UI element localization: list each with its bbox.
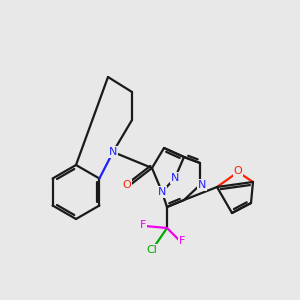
Text: N: N bbox=[198, 180, 206, 190]
Text: N: N bbox=[109, 147, 117, 157]
Text: O: O bbox=[123, 180, 131, 190]
Text: F: F bbox=[140, 220, 146, 230]
Text: N: N bbox=[158, 187, 166, 197]
Text: Cl: Cl bbox=[147, 245, 158, 255]
Text: F: F bbox=[179, 236, 185, 246]
Text: O: O bbox=[234, 166, 242, 176]
Text: N: N bbox=[171, 173, 179, 183]
